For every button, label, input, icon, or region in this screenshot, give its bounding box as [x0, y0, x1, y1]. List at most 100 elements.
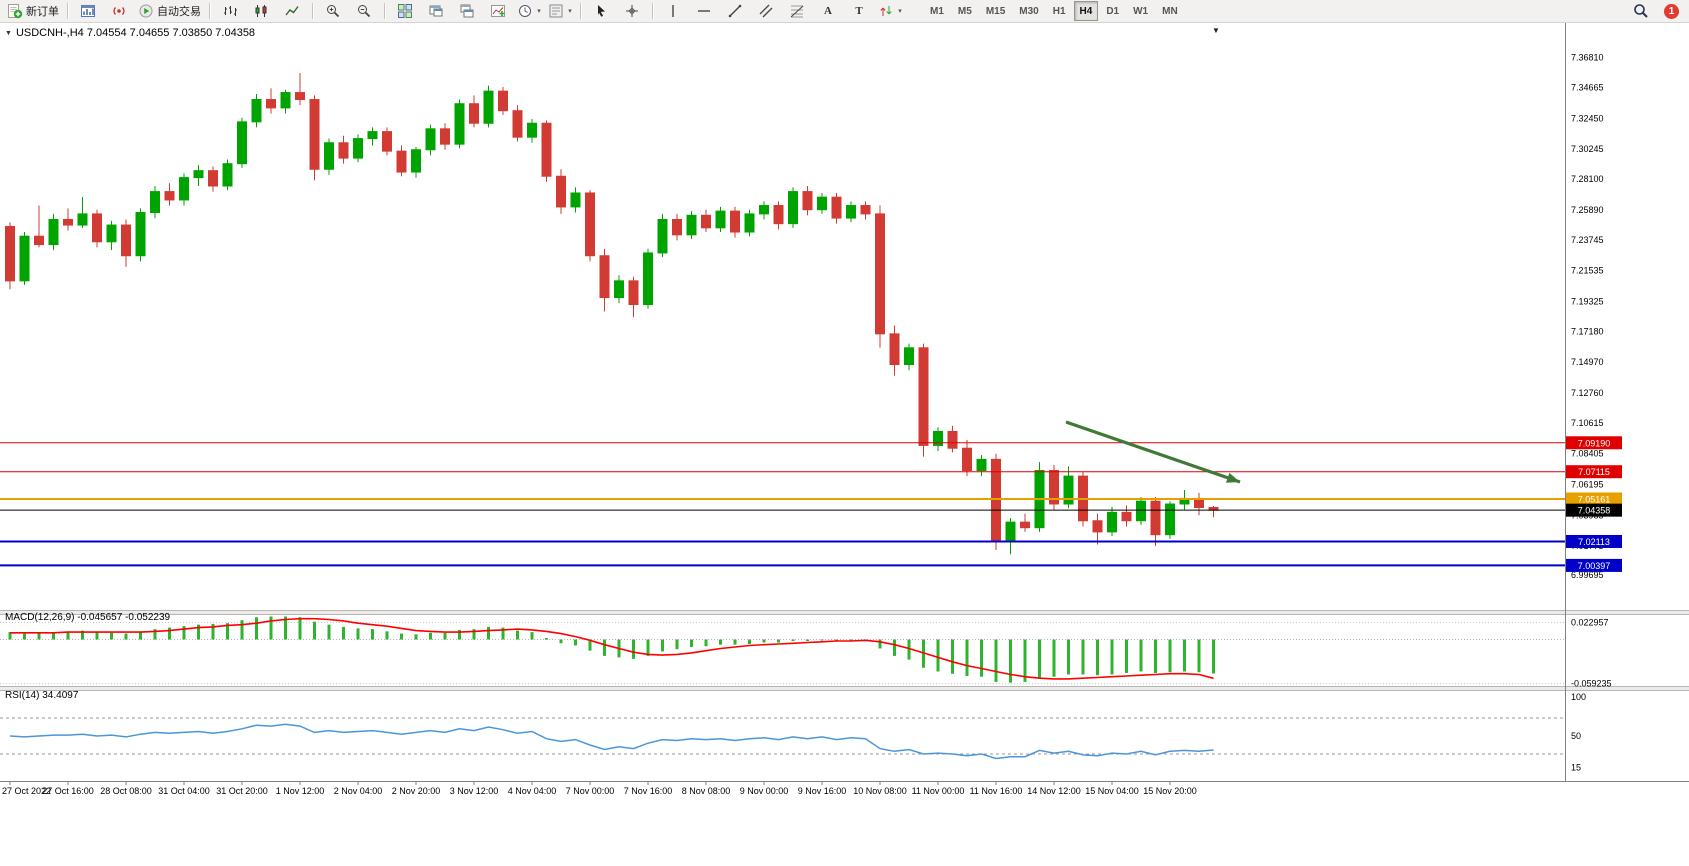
cursor-tool-button[interactable] [586, 1, 616, 21]
text-tool-button[interactable]: A [813, 1, 843, 21]
line-chart-icon [285, 6, 299, 16]
templates-button[interactable]: ▾ [545, 1, 575, 21]
bar-chart-icon [224, 6, 237, 16]
chart-title: ▼ USDCNH-,H4 7.04554 7.04655 7.03850 7.0… [5, 27, 255, 39]
search-button[interactable] [1626, 1, 1656, 21]
toolbar-separator [67, 3, 68, 19]
trendline-tool-button[interactable] [720, 1, 750, 21]
svg-text:31 Oct 04:00: 31 Oct 04:00 [158, 786, 210, 796]
svg-text:31 Oct 20:00: 31 Oct 20:00 [216, 786, 268, 796]
svg-text:7.08405: 7.08405 [1571, 449, 1604, 459]
timeframe-group: M1 M5 M15 M30 H1 H4 D1 W1 MN [924, 1, 1184, 21]
level-lines [0, 442, 1565, 567]
svg-text:7.23745: 7.23745 [1571, 235, 1604, 245]
cascade-windows-button[interactable] [452, 1, 482, 21]
svg-text:7.06195: 7.06195 [1571, 480, 1604, 490]
text-tool-icon: A [824, 5, 832, 17]
candles [5, 73, 1219, 555]
new-chart-button[interactable] [421, 1, 451, 21]
timeframe-button-h1[interactable]: H1 [1052, 5, 1066, 17]
arrows-icon [880, 6, 892, 16]
svg-text:7.05161: 7.05161 [1578, 494, 1611, 504]
svg-text:2 Nov 04:00: 2 Nov 04:00 [334, 786, 383, 796]
fibonacci-tool-button[interactable] [782, 1, 812, 21]
label-tool-button[interactable]: T [844, 1, 874, 21]
timeframe-button-h4[interactable]: H4 [1073, 1, 1099, 21]
tile-windows-icon [398, 4, 412, 18]
svg-text:7.32450: 7.32450 [1571, 113, 1604, 123]
svg-text:6.99695: 6.99695 [1571, 570, 1604, 580]
svg-text:7.02113: 7.02113 [1578, 537, 1610, 547]
crosshair-icon [626, 5, 638, 17]
chart-frame [0, 23, 1689, 803]
timeframe-button-d1[interactable]: D1 [1106, 5, 1120, 17]
svg-text:15 Nov 20:00: 15 Nov 20:00 [1143, 786, 1197, 796]
timeframe-button-m30[interactable]: M30 [1019, 5, 1039, 17]
fibonacci-icon [790, 5, 804, 18]
line-chart-button[interactable] [277, 1, 307, 21]
svg-text:-0.059235: -0.059235 [1571, 679, 1612, 689]
new-order-icon [8, 4, 23, 19]
channel-icon [759, 4, 773, 18]
svg-text:0.022957: 0.022957 [1571, 617, 1609, 627]
svg-text:4 Nov 04:00: 4 Nov 04:00 [508, 786, 557, 796]
cascade-windows-icon [460, 4, 474, 18]
candlestick-chart-button[interactable] [246, 1, 276, 21]
chart-title-text: USDCNH-,H4 7.04554 7.04655 7.03850 7.043… [15, 27, 256, 39]
trend-arrow [1065, 420, 1241, 484]
svg-text:7.04358: 7.04358 [1578, 506, 1611, 516]
svg-text:7 Nov 16:00: 7 Nov 16:00 [624, 786, 673, 796]
zoom-in-button[interactable] [318, 1, 348, 21]
timeframe-button-m5[interactable]: M5 [957, 5, 972, 17]
svg-text:7.25890: 7.25890 [1571, 205, 1604, 215]
svg-text:15: 15 [1571, 763, 1581, 773]
timeframe-button-m15[interactable]: M15 [985, 5, 1006, 17]
tile-windows-button[interactable] [390, 1, 420, 21]
horizontal-line-tool-button[interactable] [689, 1, 719, 21]
new-order-label: 新订单 [26, 6, 59, 18]
autotrading-icon [139, 4, 153, 18]
toolbar-separator [312, 3, 313, 19]
arrows-tool-button[interactable]: ▾ [875, 1, 905, 21]
crosshair-tool-button[interactable] [617, 1, 647, 21]
timeframe-button-mn[interactable]: MN [1162, 5, 1178, 17]
notification-badge[interactable]: 1 [1664, 3, 1679, 19]
svg-text:7.09190: 7.09190 [1578, 438, 1611, 448]
autotrading-button[interactable]: 自动交易 [135, 1, 204, 21]
add-indicator-icon [491, 5, 505, 17]
svg-text:9 Nov 16:00: 9 Nov 16:00 [798, 786, 847, 796]
timeframe-button-m1[interactable]: M1 [930, 5, 944, 17]
bar-chart-button[interactable] [215, 1, 245, 21]
trendline-icon [728, 4, 742, 18]
svg-text:50: 50 [1571, 731, 1581, 741]
chart-dropdown-marker[interactable]: ▼ [1212, 26, 1220, 35]
add-indicator-button[interactable] [483, 1, 513, 21]
horizontal-line-icon [698, 10, 710, 12]
clock-icon [519, 5, 532, 17]
templates-icon [549, 4, 563, 18]
chart-collapse-icon[interactable]: ▼ [5, 29, 12, 37]
period-dropdown-button[interactable]: ▾ [514, 1, 544, 21]
autotrading-label: 自动交易 [157, 6, 201, 18]
signals-button[interactable] [104, 1, 134, 21]
vertical-line-tool-button[interactable] [658, 1, 688, 21]
toolbar-right-group: 1 [1626, 1, 1685, 21]
toolbar-separator [652, 3, 653, 19]
svg-text:7.21535: 7.21535 [1571, 266, 1604, 276]
cursor-icon [598, 5, 605, 17]
svg-text:10 Nov 08:00: 10 Nov 08:00 [853, 786, 907, 796]
timeframe-button-w1[interactable]: W1 [1133, 5, 1149, 17]
svg-text:7.34665: 7.34665 [1571, 82, 1604, 92]
zoom-out-button[interactable] [349, 1, 379, 21]
chart-window-button[interactable] [73, 1, 103, 21]
new-order-button[interactable]: 新订单 [4, 1, 62, 21]
price-chart-canvas[interactable]: 7.36810 7.34665 7.32450 7.30245 7.28100 7.258… [0, 23, 1689, 803]
price-badges: 7.09190 7.07115 7.05161 7.04358 7.02113 7.003… [1566, 436, 1622, 572]
svg-text:100: 100 [1571, 692, 1586, 702]
channel-tool-button[interactable] [751, 1, 781, 21]
toolbar-separator [580, 3, 581, 19]
macd-panel: 0.022957 -0.059235 [0, 616, 1612, 689]
svg-text:27 Oct 16:00: 27 Oct 16:00 [42, 786, 94, 796]
rsi-label: RSI(14) 34.4097 [5, 690, 79, 701]
